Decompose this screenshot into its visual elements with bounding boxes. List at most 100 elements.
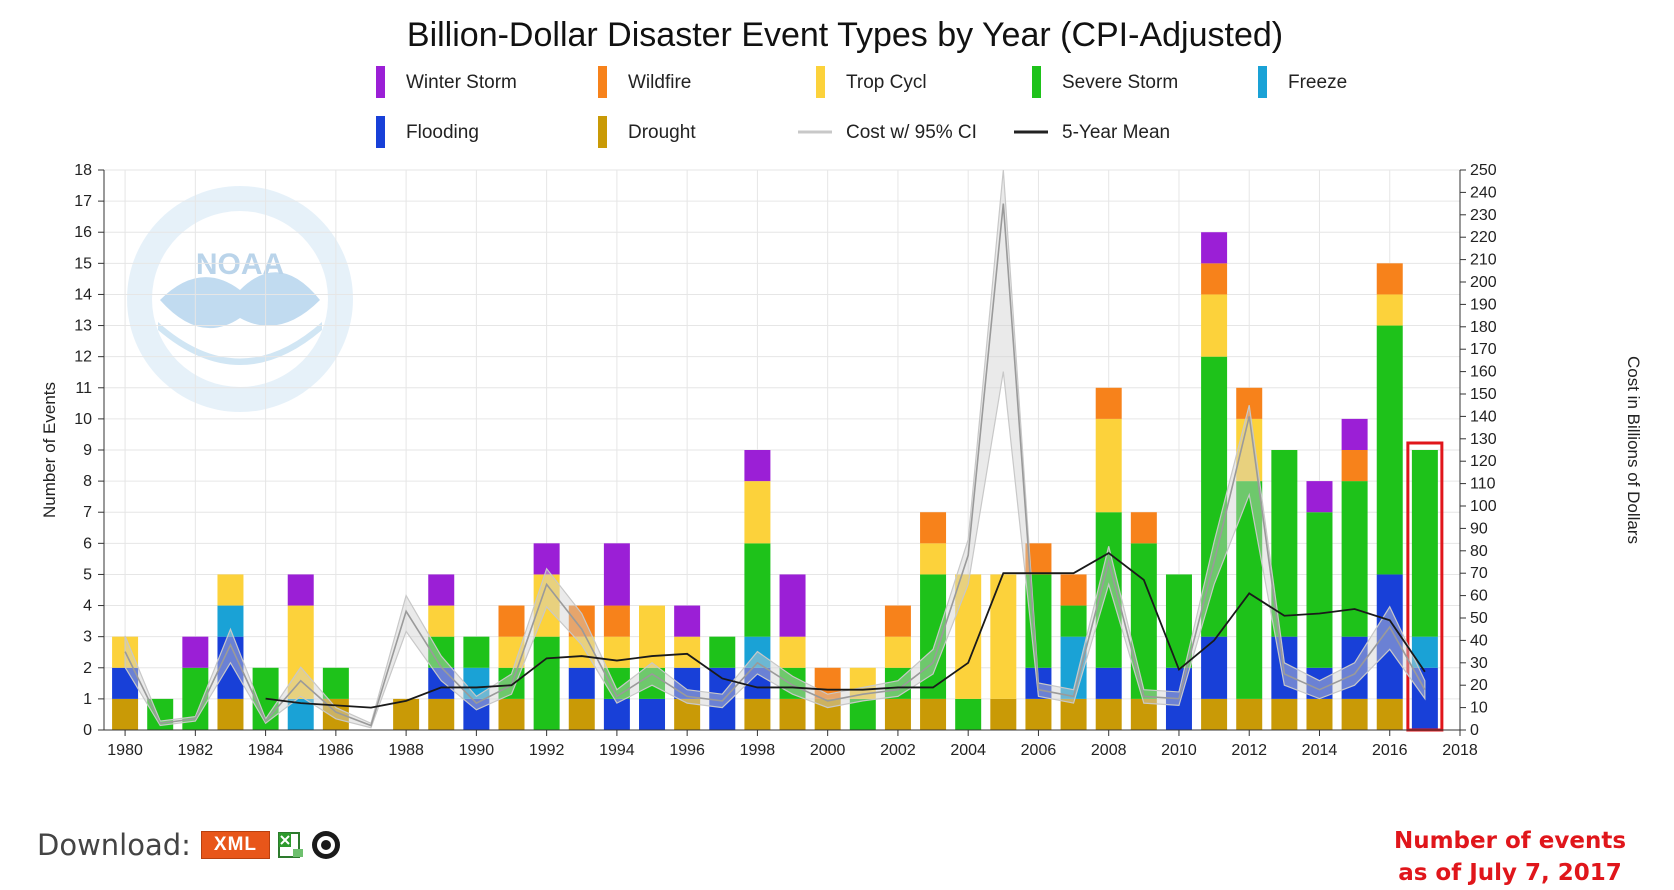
bar-flooding-1983 [217,636,244,699]
y2-tick-label: 120 [1470,453,1497,470]
bar-drought-2016 [1376,698,1403,730]
bar-winter-storm-1982 [182,636,209,668]
bar-trop-cycl-1983 [217,574,244,606]
bar-trop-cycl-1996 [674,636,701,668]
y-tick-label: 6 [83,535,92,552]
legend-swatch-winter-storm [376,66,385,98]
noaa-seal-wave [158,322,322,365]
y2-tick-label: 210 [1470,252,1497,269]
x-tick-label: 2018 [1442,742,1478,759]
bar-trop-cycl-1995 [639,605,666,668]
bar-wildfire-2009 [1130,512,1157,544]
bar-trop-cycl-1998 [744,481,771,544]
y2-tick-label: 60 [1470,588,1488,605]
bar-drought-2015 [1341,698,1368,730]
excel-icon[interactable] [278,831,304,859]
chart-title: Billion-Dollar Disaster Event Types by Y… [407,16,1283,54]
bar-winter-storm-2015 [1341,418,1368,450]
bar-trop-cycl-2004 [955,574,982,699]
y-tick-label: 10 [74,411,92,428]
bar-drought-1980 [112,698,139,730]
annotation-note: Number of events as of July 7, 2017 [1360,825,1660,889]
x-tick-label: 1988 [388,742,424,759]
bar-wildfire-2002 [884,605,911,637]
csv-icon[interactable] [310,829,342,861]
legend-label-cost-w-95-ci: Cost w/ 95% CI [846,122,977,143]
bar-drought-2002 [884,698,911,730]
bar-flooding-1994 [603,698,630,730]
titles: Number of Events Cost in Billions of Doll… [40,16,1643,544]
cost-ci-band [124,169,1426,729]
legend-swatch-severe-storm [1032,66,1041,98]
bar-drought-2011 [1201,698,1228,730]
bar-winter-storm-1999 [779,574,806,637]
y2-tick-label: 230 [1470,207,1497,224]
bar-severe-storm-1986 [322,667,349,699]
bar-drought-2012 [1236,698,1263,730]
bar-trop-cycl-1985 [287,605,314,699]
bar-drought-2014 [1306,698,1333,730]
bar-wildfire-2015 [1341,450,1368,482]
bar-drought-1983 [217,698,244,730]
legend: Winter Storm Wildfire Trop Cycl Severe Stor… [376,66,1347,148]
bar-winter-storm-1996 [674,605,701,637]
bar-trop-cycl-1993 [568,636,595,668]
y-tick-label: 0 [83,722,92,739]
y2-tick-label: 70 [1470,565,1488,582]
y-tick-label: 5 [83,566,92,583]
legend-swatch-wildfire [598,66,607,98]
x-tick-label: 1984 [248,742,284,759]
bar-drought-2006 [1025,698,1052,730]
y2-tick-label: 200 [1470,274,1497,291]
bar-flooding-1993 [568,667,595,699]
bar-flooding-1995 [639,698,666,730]
bar-trop-cycl-2016 [1376,294,1403,326]
y2-tick-label: 10 [1470,700,1488,717]
bar-severe-storm-2010 [1165,574,1192,668]
xml-download-button[interactable]: XML [200,831,271,859]
bar-wildfire-2007 [1060,574,1087,606]
y2-tick-label: 90 [1470,520,1488,537]
bar-flooding-2016 [1376,574,1403,699]
legend-label-freeze: Freeze [1288,72,1347,93]
x-tick-label: 1992 [529,742,565,759]
y2-tick-label: 240 [1470,184,1497,201]
bar-drought-1989 [428,698,455,730]
x-tick-label: 1994 [599,742,635,759]
bar-flooding-2014 [1306,667,1333,699]
bar-flooding-2008 [1095,667,1122,699]
y2-tick-label: 40 [1470,632,1488,649]
bar-severe-storm-2017 [1411,450,1438,637]
bar-trop-cycl-1994 [603,636,630,668]
bar-drought-2008 [1095,698,1122,730]
x-tick-label: 2000 [810,742,846,759]
legend-label-severe-storm: Severe Storm [1062,72,1178,93]
bar-severe-storm-2011 [1201,356,1228,637]
annotation-line-2: as of July 7, 2017 [1398,860,1622,886]
y-tick-label: 17 [74,193,92,210]
ticks: 0123456789101112131415161718010203040506… [74,162,1497,759]
bar-drought-1993 [568,698,595,730]
y-tick-label: 14 [74,286,92,303]
y-tick-label: 15 [74,255,92,272]
bar-drought-1991 [498,698,525,730]
y-tick-label: 7 [83,504,92,521]
y-tick-label: 18 [74,162,92,179]
bar-wildfire-1991 [498,605,525,637]
y2-tick-label: 100 [1470,498,1497,515]
bar-severe-storm-2015 [1341,481,1368,637]
bar-flooding-1989 [428,667,455,699]
legend-swatch-flooding [376,116,385,148]
bar-winter-storm-2014 [1306,481,1333,513]
bar-drought-2005 [990,698,1017,730]
y2-tick-label: 160 [1470,364,1497,381]
y2-tick-label: 20 [1470,677,1488,694]
bar-trop-cycl-1989 [428,605,455,637]
y-axis-title: Number of Events [40,382,59,518]
x-tick-label: 2010 [1161,742,1197,759]
bar-flooding-1980 [112,667,139,699]
y2-tick-label: 170 [1470,341,1497,358]
bar-trop-cycl-1999 [779,636,806,668]
bar-drought-1998 [744,698,771,730]
x-tick-label: 1996 [669,742,705,759]
